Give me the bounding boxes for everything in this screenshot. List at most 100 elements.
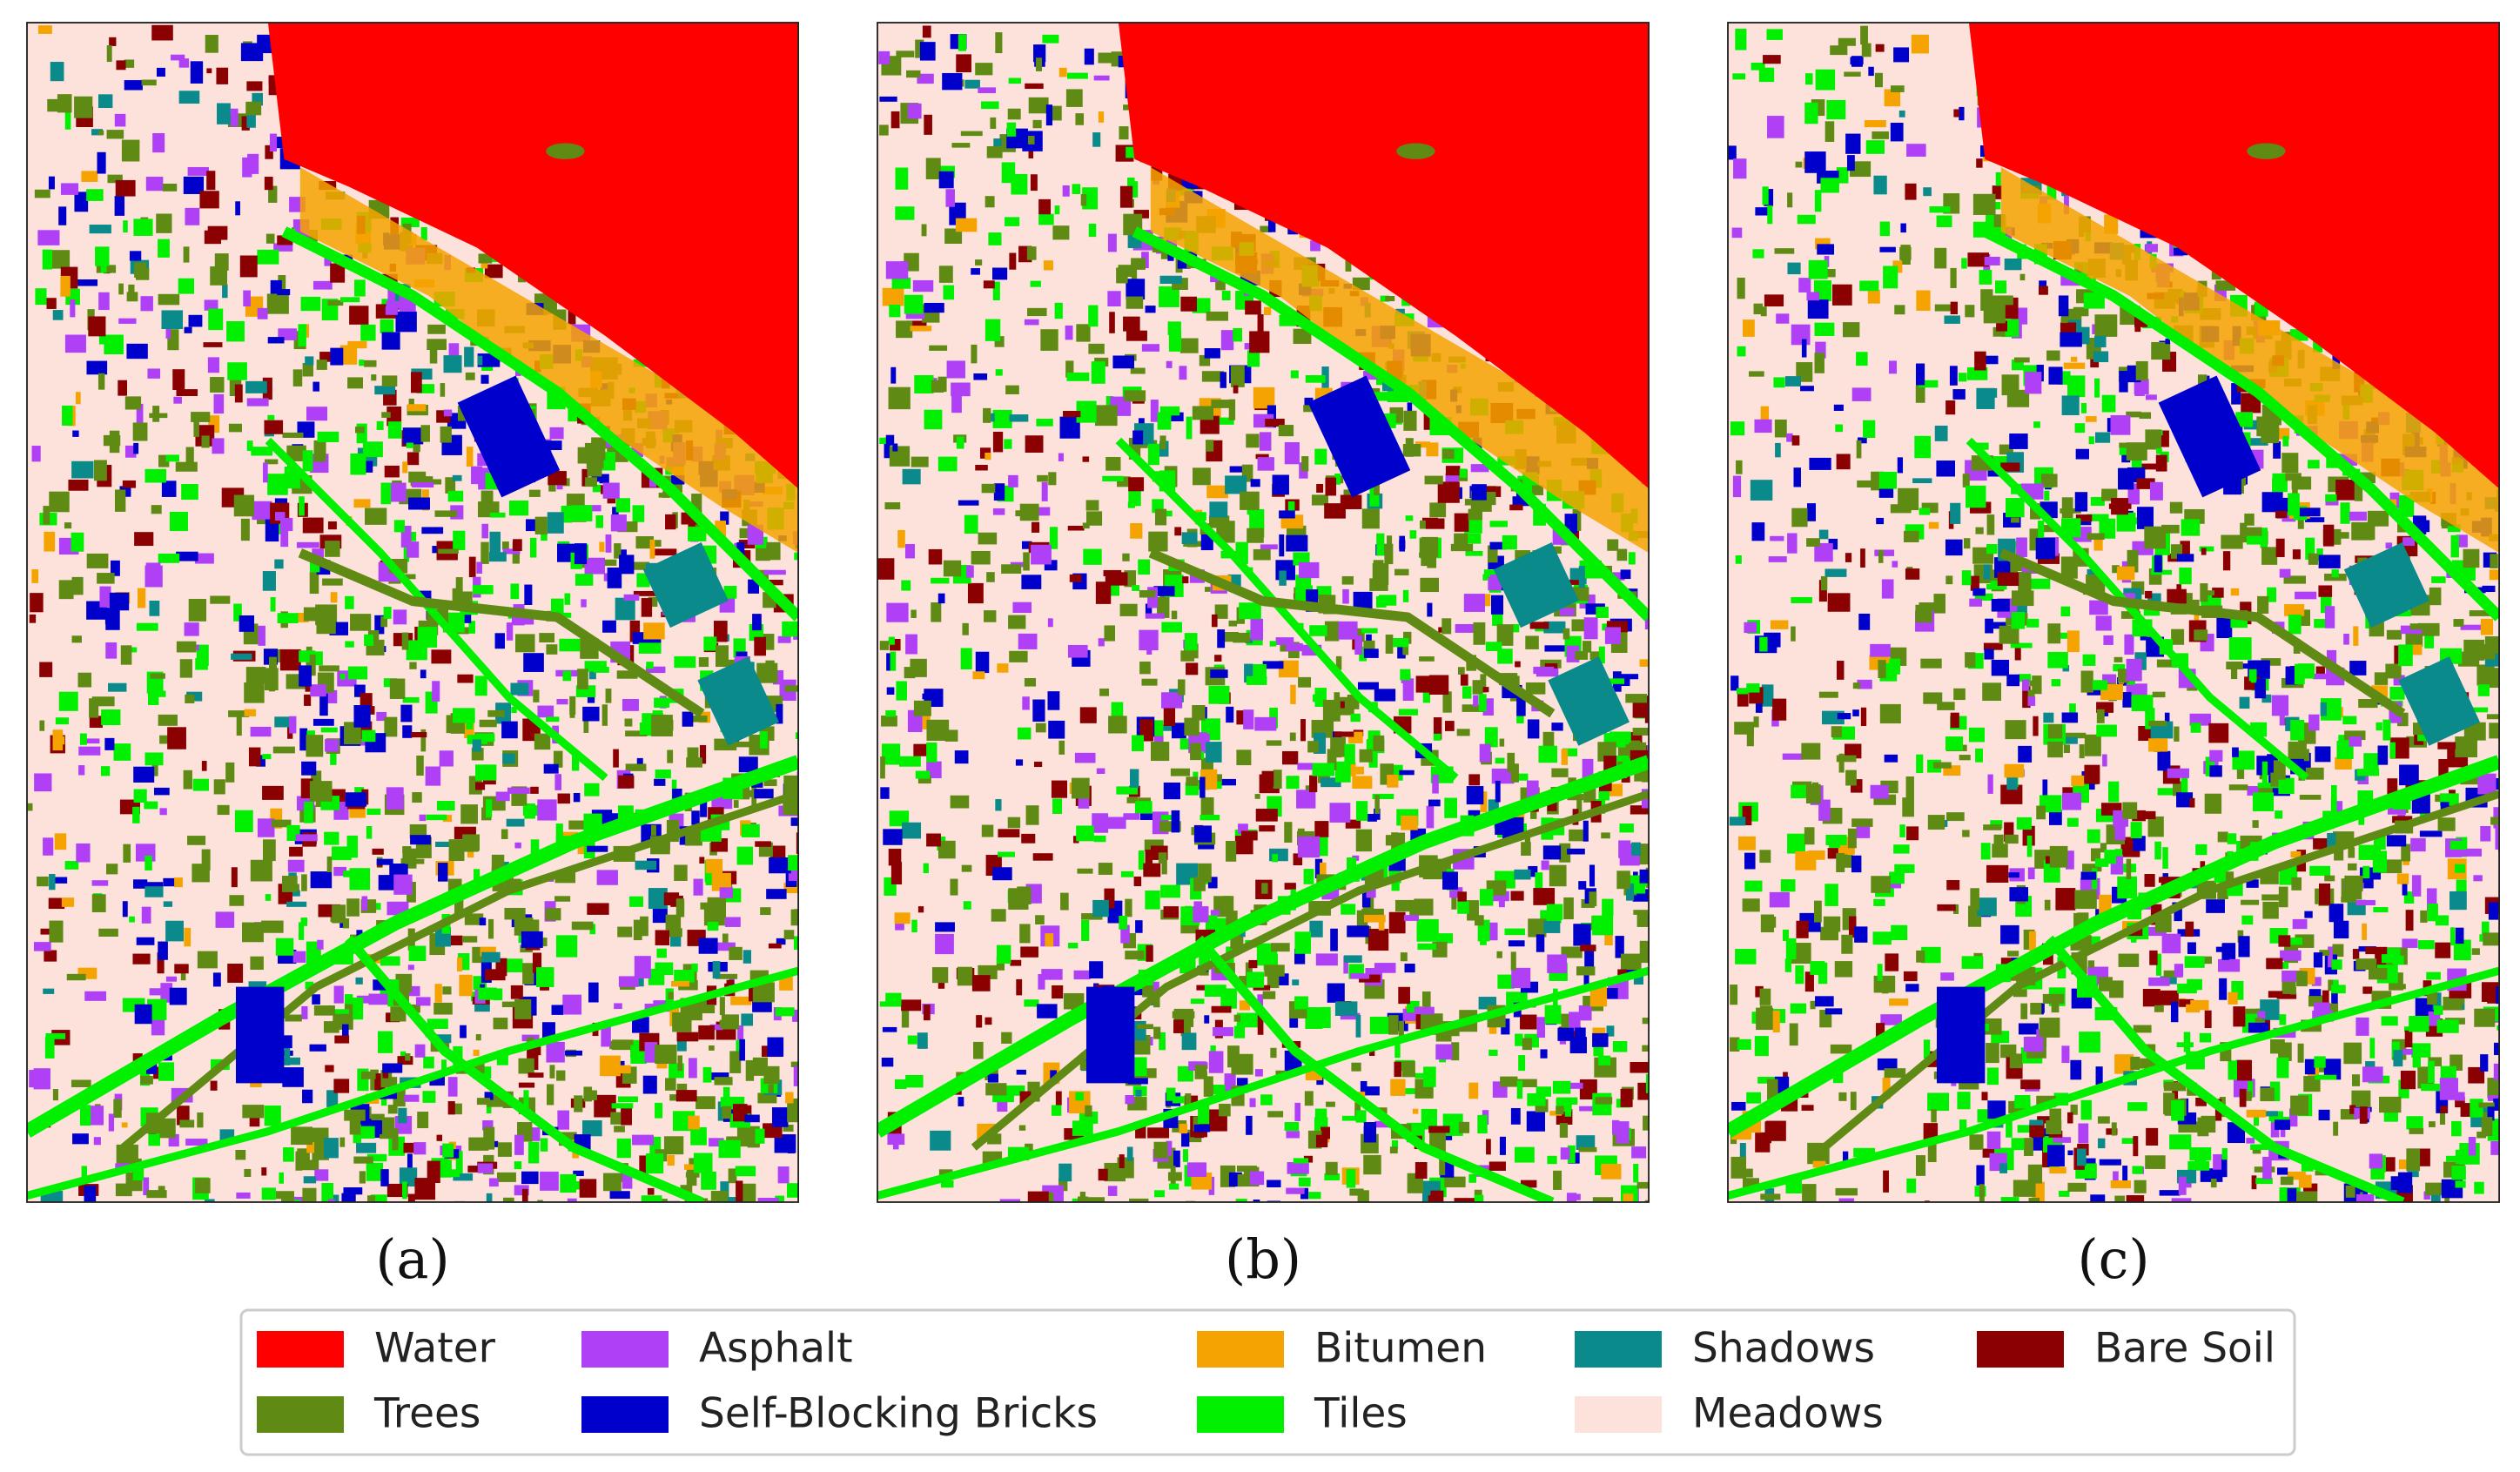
map-patch <box>156 213 172 233</box>
map-patch <box>1510 763 1519 783</box>
map-patch <box>1445 721 1455 731</box>
map-patch <box>450 1169 460 1178</box>
map-patch <box>1036 57 1043 71</box>
map-patch <box>1435 933 1454 944</box>
map-patch <box>1415 676 1432 693</box>
map-patch <box>751 784 757 806</box>
map-patch <box>86 360 108 375</box>
map-patch <box>1088 223 1097 238</box>
map-patch <box>915 39 924 58</box>
map-patch <box>755 841 771 847</box>
map-patch <box>241 116 250 131</box>
map-patch <box>790 817 799 826</box>
map-patch <box>785 1092 794 1104</box>
map-patch <box>783 775 799 795</box>
map-patch <box>1644 1200 1650 1202</box>
map-patch <box>1179 366 1187 380</box>
map-patch <box>380 1169 389 1186</box>
map-patch <box>1200 415 1220 434</box>
map-patch <box>880 756 885 779</box>
map-patch <box>539 633 555 643</box>
map-patch <box>2423 1191 2430 1200</box>
map-patch <box>648 596 658 608</box>
map-patch <box>1340 494 1362 509</box>
map-patch <box>984 1017 992 1025</box>
map-patch <box>1361 508 1380 529</box>
map-patch <box>364 634 373 647</box>
map-patch <box>1265 419 1285 427</box>
map-patch <box>393 609 407 625</box>
map-patch <box>763 1202 771 1215</box>
map-patch <box>878 50 890 64</box>
map-patch <box>1249 331 1270 353</box>
map-patch <box>440 383 446 397</box>
map-patch <box>1774 419 1787 438</box>
map-patch <box>1363 1122 1376 1143</box>
map-patch <box>1058 67 1067 77</box>
map-patch <box>113 743 131 761</box>
map-patch <box>234 384 243 403</box>
map-patch <box>1441 449 1455 460</box>
map-patch <box>881 1058 894 1067</box>
map-patch <box>583 716 589 733</box>
map-patch <box>613 749 619 768</box>
map-patch <box>1186 416 1193 440</box>
map-patch <box>45 1032 66 1039</box>
map-patch <box>403 1142 424 1153</box>
map-patch <box>37 876 49 887</box>
map-patch <box>1146 646 1152 655</box>
map-patch <box>1010 959 1022 966</box>
map-patch <box>1131 267 1138 280</box>
map-patch <box>1085 511 1103 526</box>
map-patch <box>1359 974 1381 983</box>
map-patch <box>267 414 275 420</box>
map-patch <box>992 508 1005 515</box>
map-patch <box>1974 351 1986 371</box>
map-patch <box>178 91 200 104</box>
map-patch <box>1069 574 1082 582</box>
map-patch <box>1631 842 1641 856</box>
map-patch <box>472 585 494 595</box>
map-patch <box>1479 743 1491 763</box>
map-patch <box>376 711 387 722</box>
map-patch <box>1145 306 1156 313</box>
map-patch <box>217 804 230 816</box>
map-patch <box>1116 786 1139 795</box>
map-patch <box>250 726 272 737</box>
map-patch <box>720 511 729 525</box>
map-patch <box>390 1006 407 1022</box>
map-patch <box>1399 535 1406 552</box>
map-patch <box>279 517 293 532</box>
map-patch <box>595 514 603 528</box>
map-patch <box>1088 305 1099 327</box>
map-patch <box>889 810 910 827</box>
map-patch <box>233 494 255 517</box>
map-patch <box>136 622 158 631</box>
map-patch <box>1435 1031 1452 1042</box>
map-patch <box>1153 1026 1161 1039</box>
map-patch <box>1161 858 1167 875</box>
map-patch <box>667 1154 675 1166</box>
map-patch <box>1618 840 1631 858</box>
map-patch <box>618 976 639 987</box>
map-patch <box>1063 410 1081 418</box>
map-patch <box>478 253 493 264</box>
map-patch <box>133 789 147 803</box>
map-patch <box>339 1137 346 1147</box>
map-patch <box>133 766 155 783</box>
map-patch <box>1551 723 1563 731</box>
map-patch <box>1207 877 1218 889</box>
map-patch <box>302 1187 317 1202</box>
map-patch <box>757 1197 779 1202</box>
map-patch <box>906 70 921 78</box>
map-patch <box>995 798 1002 811</box>
map-patch <box>707 921 719 931</box>
map-patch <box>1293 853 1303 866</box>
map-patch <box>1200 814 1220 821</box>
map-patch <box>1036 419 1053 427</box>
map-patch <box>510 583 520 600</box>
map-patch <box>1180 1019 1191 1037</box>
map-patch <box>312 994 320 1005</box>
map-patch <box>1495 757 1505 764</box>
